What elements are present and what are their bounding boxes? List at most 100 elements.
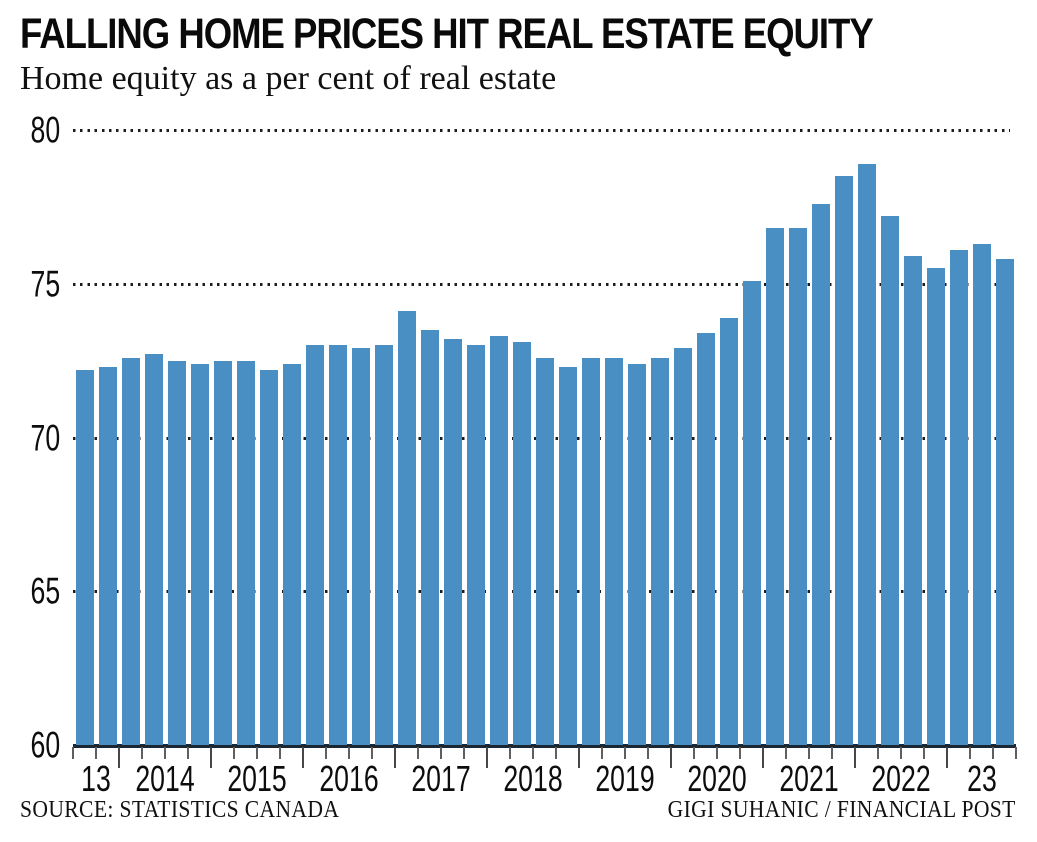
y-tick-label: 80: [30, 109, 60, 151]
y-tick-label: 60: [30, 724, 60, 766]
axis-tick: [348, 747, 350, 759]
gridline-80: [73, 129, 1010, 132]
bar: [144, 354, 163, 745]
axis-tick: [141, 747, 143, 759]
bar: [926, 268, 945, 745]
bar: [811, 203, 830, 745]
axis-tick: [187, 747, 189, 759]
axis-tick: [923, 747, 925, 759]
x-tick-label: 2018: [503, 758, 563, 799]
x-tick-label: 2021: [779, 758, 839, 799]
axis-tick: [716, 747, 718, 759]
axis-tick: [325, 747, 327, 759]
axis-tick: [785, 747, 787, 759]
bar: [190, 363, 209, 745]
axis-tick: [118, 747, 120, 768]
bar: [604, 357, 623, 745]
bar: [765, 228, 784, 745]
axis-tick: [256, 747, 258, 759]
y-tick-label: 75: [30, 263, 60, 305]
axis-tick: [762, 747, 764, 768]
chart-title: FALLING HOME PRICES HIT REAL ESTATE EQUI…: [20, 10, 874, 58]
axis-tick: [279, 747, 281, 759]
x-axis-baseline: [73, 744, 1016, 748]
axis-tick: [877, 747, 879, 759]
axis-tick: [371, 747, 373, 759]
bar: [466, 345, 485, 745]
x-tick-label: 2019: [595, 758, 655, 799]
bar: [880, 216, 899, 745]
bar: [581, 357, 600, 745]
footer: SOURCE: STATISTICS CANADA GIGI SUHANIC /…: [20, 797, 1016, 824]
bar: [742, 280, 761, 745]
bar: [995, 259, 1014, 745]
x-tick-label: 2015: [227, 758, 287, 799]
bar: [305, 345, 324, 745]
axis-tick: [693, 747, 695, 759]
bar: [420, 329, 439, 745]
y-axis: 80 75 70 65 60: [0, 112, 60, 764]
axis-tick: [532, 747, 534, 759]
axis-tick: [969, 747, 971, 759]
axis-tick: [578, 747, 580, 768]
bar: [903, 256, 922, 745]
axis-tick: [992, 747, 994, 759]
axis-tick: [1015, 747, 1017, 759]
axis-tick: [440, 747, 442, 759]
axis-tick: [900, 747, 902, 759]
bar: [696, 332, 715, 745]
axis-tick: [210, 747, 212, 768]
x-tick-label: 13: [81, 758, 111, 799]
bar: [489, 336, 508, 745]
y-tick-label: 70: [30, 417, 60, 458]
x-tick-label: 23: [966, 758, 997, 799]
bar: [558, 366, 577, 745]
axis-tick: [302, 747, 304, 768]
bar: [650, 357, 669, 745]
bar: [167, 360, 186, 745]
axis-tick: [463, 747, 465, 759]
credit-note: GIGI SUHANIC / FINANCIAL POST: [667, 797, 1016, 823]
axis-tick: [808, 747, 810, 759]
axis-tick: [624, 747, 626, 759]
bar: [328, 345, 347, 745]
axis-tick: [394, 747, 396, 768]
bar: [397, 311, 416, 745]
bar: [627, 363, 646, 745]
axis-tick: [486, 747, 488, 768]
bar: [351, 348, 370, 745]
axis-tick: [95, 747, 97, 759]
bar: [949, 249, 968, 745]
bar: [236, 360, 255, 745]
x-tick-label: 2022: [871, 758, 931, 799]
bar: [972, 243, 991, 745]
axis-tick: [946, 747, 948, 768]
x-tick-label: 2014: [135, 758, 195, 799]
y-tick-label: 65: [30, 570, 60, 612]
bar: [788, 228, 807, 745]
bar: [857, 163, 876, 745]
axis-tick: [233, 747, 235, 759]
bar: [75, 369, 94, 745]
plot-area: [73, 129, 1016, 748]
x-tick-label: 2017: [411, 758, 471, 799]
bar: [374, 345, 393, 745]
bar: [98, 366, 117, 745]
bar: [121, 357, 140, 745]
axis-tick: [831, 747, 833, 759]
source-note: SOURCE: STATISTICS CANADA: [20, 797, 340, 823]
axis-tick: [647, 747, 649, 759]
x-axis: 13 2014 2015 2016 2017 2018 2019 2020 2021 2022 23: [72, 746, 1017, 816]
axis-tick: [72, 747, 74, 759]
bar: [512, 342, 531, 745]
gridline-75: [73, 282, 1010, 286]
bar: [535, 357, 554, 745]
axis-tick: [601, 747, 603, 759]
axis-tick: [555, 747, 557, 759]
axis-tick: [670, 747, 672, 768]
bar: [213, 360, 232, 745]
axis-tick: [739, 747, 741, 759]
bar: [834, 176, 853, 745]
axis-tick: [509, 747, 511, 759]
